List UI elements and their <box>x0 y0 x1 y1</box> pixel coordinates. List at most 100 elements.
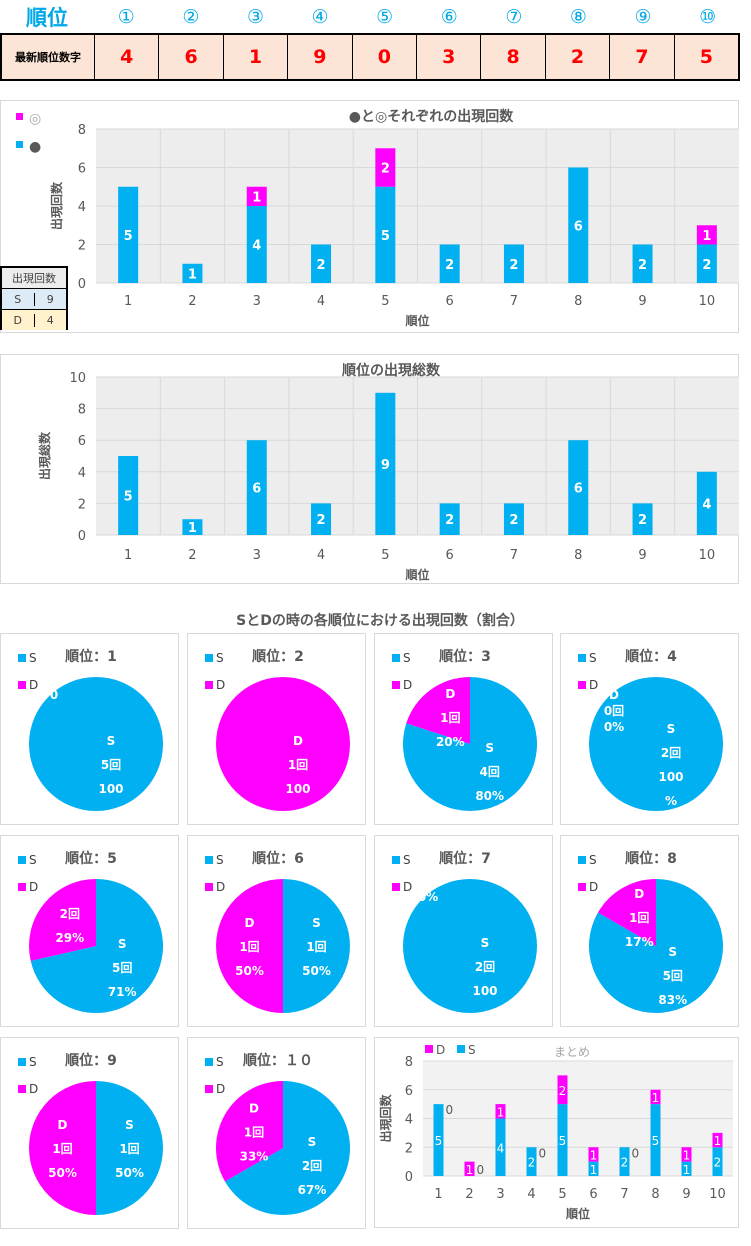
rank-header-2: ② <box>182 5 200 28</box>
pie-data-label: 0% <box>418 890 438 904</box>
legend-s: S <box>205 853 224 867</box>
bar-D <box>464 1161 475 1176</box>
pie-chart-rank-5: S D 順位：5 S 5回 71% 2回 29% <box>0 835 179 1027</box>
legend-s: S <box>18 651 37 665</box>
rank-header-5: ⑤ <box>376 5 394 28</box>
legend-label: S <box>216 651 224 665</box>
bar-D <box>495 1104 506 1119</box>
data-label: 2 <box>621 1156 629 1170</box>
legend-label: S <box>468 1043 476 1057</box>
legend-label: S <box>589 651 597 665</box>
pie-svg: S 2回 100 0% <box>403 879 537 1013</box>
legend-d: D <box>18 880 38 894</box>
pie-data-label: 1回 <box>239 940 259 954</box>
pie-svg: S 1回 50% D 1回 50% <box>29 1081 163 1215</box>
bar-S <box>619 1147 630 1176</box>
bar-total <box>375 392 396 535</box>
legend-label: D <box>216 1082 226 1096</box>
legend-s: S <box>18 853 37 867</box>
bar-D <box>588 1147 599 1162</box>
x-tick-label: 3 <box>253 294 261 309</box>
pie-chart-rank-1: S D 順位：1 S 5回 100 0 <box>0 633 179 825</box>
pie-svg: S 1回 50% D 1回 50% <box>216 879 350 1013</box>
pie-data-label: % <box>665 794 677 808</box>
count-s-value: 9 <box>46 292 54 306</box>
data-label: 1 <box>188 267 197 282</box>
x-tick-label: 5 <box>381 548 389 563</box>
data-label: 1 <box>252 190 261 205</box>
pie-title: 順位：2 <box>252 649 304 665</box>
chart-summary: 0 2 4 6 8 5 0 1 0 1 2 4 1 3 2 0 4 5 2 5 1 1 6 2 0 7 5 1 8 1 1 9 2 1 10 順位 出現… <box>374 1037 739 1228</box>
pie-data-label: S <box>485 741 494 755</box>
latest-digit-7: 8 <box>480 35 544 79</box>
data-label: 5 <box>381 229 390 244</box>
chart-title: まとめ <box>554 1045 590 1059</box>
legend-label: ● <box>29 139 41 155</box>
x-tick-label: 2 <box>188 294 196 309</box>
legend-s: S <box>18 1055 37 1069</box>
data-label-zero: 0 <box>446 1103 454 1117</box>
rank-header-7: ⑦ <box>505 5 523 28</box>
bar-total <box>182 519 203 535</box>
pie-slice-D <box>216 677 350 811</box>
y-tick-label: 6 <box>78 162 86 177</box>
x-tick-label: 6 <box>446 548 454 563</box>
pie-data-label: D <box>445 687 455 701</box>
data-label: 5 <box>559 1134 567 1148</box>
pie-chart-rank-3: S D 順位：3 S 4回 80% D 1回 20% <box>374 633 553 825</box>
bar-● <box>503 244 524 283</box>
pie-data-label: S <box>107 734 116 748</box>
pie-chart-rank-4: S D 順位：4 S 2回 100% D 0回 0% <box>560 633 739 825</box>
bar-S <box>681 1161 692 1176</box>
pie-data-label: S <box>667 722 676 736</box>
x-tick-label: 6 <box>589 1187 597 1202</box>
y-axis-title: 出現総数 <box>37 431 52 480</box>
x-tick-label: 7 <box>510 294 518 309</box>
data-label: 6 <box>252 482 261 497</box>
chart-total-count: 0 2 4 6 8 10 5 1 1 2 6 3 2 4 9 5 2 6 2 7 6 8 2 9 4 10 順位 出現総数 順位の出現総… <box>0 354 739 584</box>
data-label: 1 <box>590 1163 598 1177</box>
bar-● <box>118 186 139 283</box>
count-table-title: 出現回数 <box>12 272 56 285</box>
pie-data-label: 100 <box>472 984 497 998</box>
data-label: 2 <box>381 162 390 177</box>
legend-label: ◎ <box>29 111 41 127</box>
pie-slice-D <box>216 879 283 1013</box>
latest-digit-1: 4 <box>94 35 158 79</box>
legend-s: S <box>578 651 597 665</box>
data-label: 1 <box>466 1163 474 1177</box>
chart-each-count: 0 2 4 6 8 5 1 1 2 4 1 3 2 4 5 2 5 2 6 2 7 6 8 2 9 2 1 10 順位 出現回数 ●と◎それ… <box>0 100 739 333</box>
bar-● <box>568 167 589 283</box>
y-tick-label: 2 <box>78 239 86 254</box>
pie-data-label: S <box>125 1118 134 1132</box>
chart-title: ●と◎それぞれの出現回数 <box>349 108 514 125</box>
data-label: 2 <box>702 258 711 273</box>
bar-S <box>495 1118 506 1176</box>
pie-title: 順位：5 <box>65 851 117 867</box>
chart-summary-svg: 024685010124132045251162075181192110順位出現… <box>378 1043 733 1221</box>
bar-total <box>311 503 332 535</box>
rank-header-4: ④ <box>311 5 329 28</box>
y-tick-label: 4 <box>78 466 86 481</box>
legend-label: S <box>216 853 224 867</box>
bar-D <box>681 1147 692 1162</box>
pie-slice-S <box>283 879 350 1013</box>
legend-label: S <box>403 853 411 867</box>
pie-slice-D <box>29 1081 96 1215</box>
pie-data-label: S <box>308 1135 317 1149</box>
pie-title: 順位：8 <box>625 851 677 867</box>
x-tick-label: 2 <box>465 1187 473 1202</box>
data-label: 2 <box>559 1084 567 1098</box>
x-tick-label: 7 <box>510 548 518 563</box>
legend-d: D <box>205 1082 225 1096</box>
data-label: 2 <box>528 1156 536 1170</box>
pie-slice-D <box>28 879 96 961</box>
pie-data-label: 2回 <box>302 1159 322 1173</box>
y-axis-title: 出現回数 <box>49 181 64 230</box>
count-d-key: D <box>2 313 35 327</box>
bar-● <box>375 186 396 283</box>
pie-title: 順位：１０ <box>243 1053 313 1069</box>
data-label: 4 <box>702 497 711 512</box>
pie-svg: S 5回 83% D 1回 17% <box>589 879 723 1013</box>
y-tick-label: 6 <box>78 434 86 449</box>
